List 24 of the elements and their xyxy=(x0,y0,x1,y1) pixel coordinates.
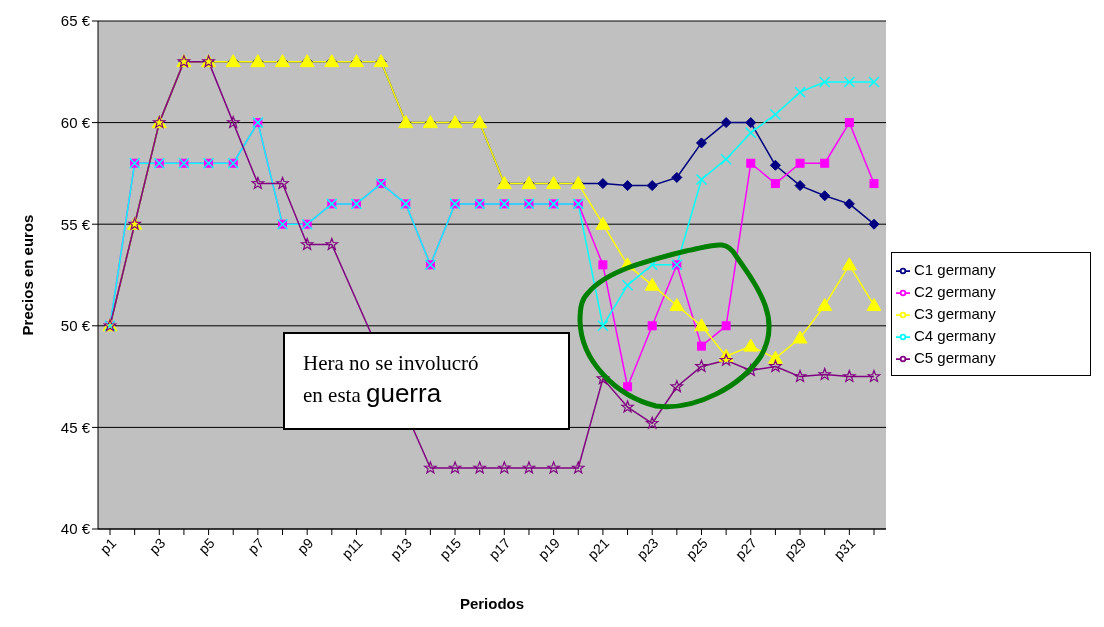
y-tick-label: 45 € xyxy=(60,418,91,436)
x-tick-label: p21 xyxy=(584,534,613,563)
note-box: Hera no se involucró en esta guerra xyxy=(283,332,570,430)
legend-label: C2 germany xyxy=(914,282,996,300)
y-tick-label: 60 € xyxy=(60,113,91,131)
x-tick-label: p31 xyxy=(830,534,859,563)
y-axis-title: Precios en euros xyxy=(19,214,37,336)
y-tick-label: 50 € xyxy=(60,317,91,335)
x-tick-label: p1 xyxy=(96,534,120,558)
x-tick-label: p19 xyxy=(534,534,563,563)
legend-label: C3 germany xyxy=(914,304,996,322)
legend-label: C4 germany xyxy=(914,326,996,344)
x-tick-label: p7 xyxy=(244,534,268,558)
x-tick-label: p5 xyxy=(195,534,218,558)
y-tick-label: 65 € xyxy=(60,12,91,30)
y-tick-label: 55 € xyxy=(60,215,91,233)
x-tick-label: p29 xyxy=(781,534,810,563)
legend-label: C1 germany xyxy=(914,260,996,278)
y-tick-label: 40 € xyxy=(60,520,91,538)
x-tick-label: p9 xyxy=(293,534,317,558)
x-tick-label: p11 xyxy=(338,534,366,562)
x-tick-label: p3 xyxy=(146,534,169,558)
x-axis-title: Periodos xyxy=(459,595,525,612)
legend-label: C5 germany xyxy=(914,348,996,366)
